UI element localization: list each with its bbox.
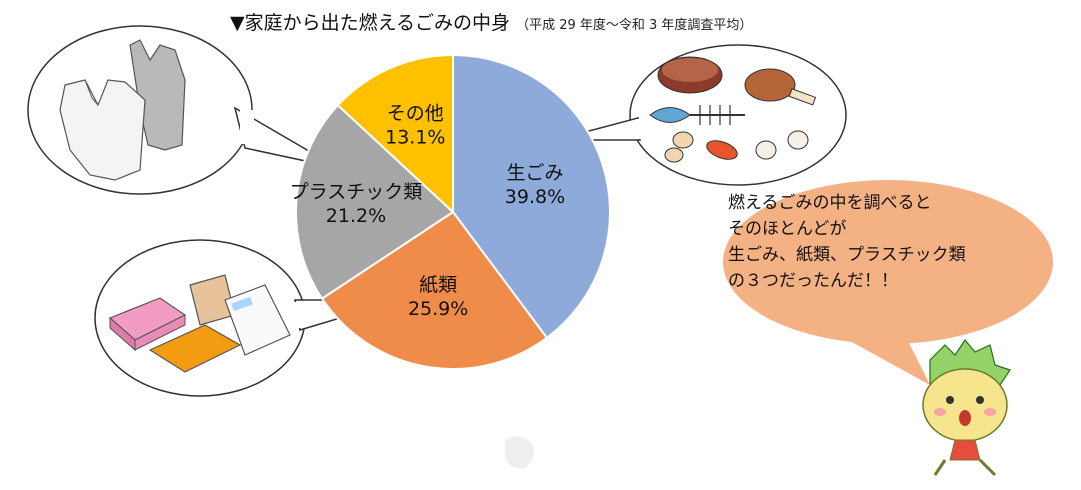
chart-title: ▼家庭から出た燃えるごみの中身 （平成 29 年度～令和 3 年度調査平均） (230, 8, 752, 35)
slice-value-0: 39.8% (505, 186, 565, 208)
slice-label-2: プラスチック類 (290, 181, 423, 203)
slice-value-2: 21.2% (326, 205, 386, 227)
chart-title-main: ▼家庭から出た燃えるごみの中身 (230, 12, 511, 34)
slice-label-1: 紙類 (419, 274, 457, 296)
speech-text: 燃えるごみの中を調べると そのほとんどが 生ごみ、紙類、プラスチック類 の３つだ… (728, 190, 1028, 294)
speech-line: そのほとんどが (728, 219, 847, 239)
slice-label-3: その他 (387, 103, 444, 125)
decorative-blob-icon (505, 436, 534, 469)
speech-line: の３つだったんだ！！ (728, 271, 898, 291)
speech-bubble (723, 180, 1053, 385)
speech-line: 燃えるごみの中を調べると (728, 193, 932, 213)
mascot-character-icon (922, 338, 1011, 477)
pie-chart (295, 53, 611, 370)
pie-slice-2 (295, 103, 455, 300)
plastic-bags-icon (59, 39, 186, 181)
chart-title-sub: （平成 29 年度～令和 3 年度調査平均） (516, 18, 753, 33)
speech-line: 生ごみ、紙類、プラスチック類 (728, 245, 966, 265)
food-waste-icon (649, 56, 817, 163)
slice-label-0: 生ごみ (506, 162, 563, 184)
pie-slice-1 (320, 210, 549, 370)
pie-slice-0 (452, 53, 611, 340)
pie-slice-3 (336, 53, 454, 215)
paper-items-icon (108, 274, 291, 373)
slice-value-3: 13.1% (385, 127, 445, 149)
slice-value-1: 25.9% (408, 298, 468, 320)
